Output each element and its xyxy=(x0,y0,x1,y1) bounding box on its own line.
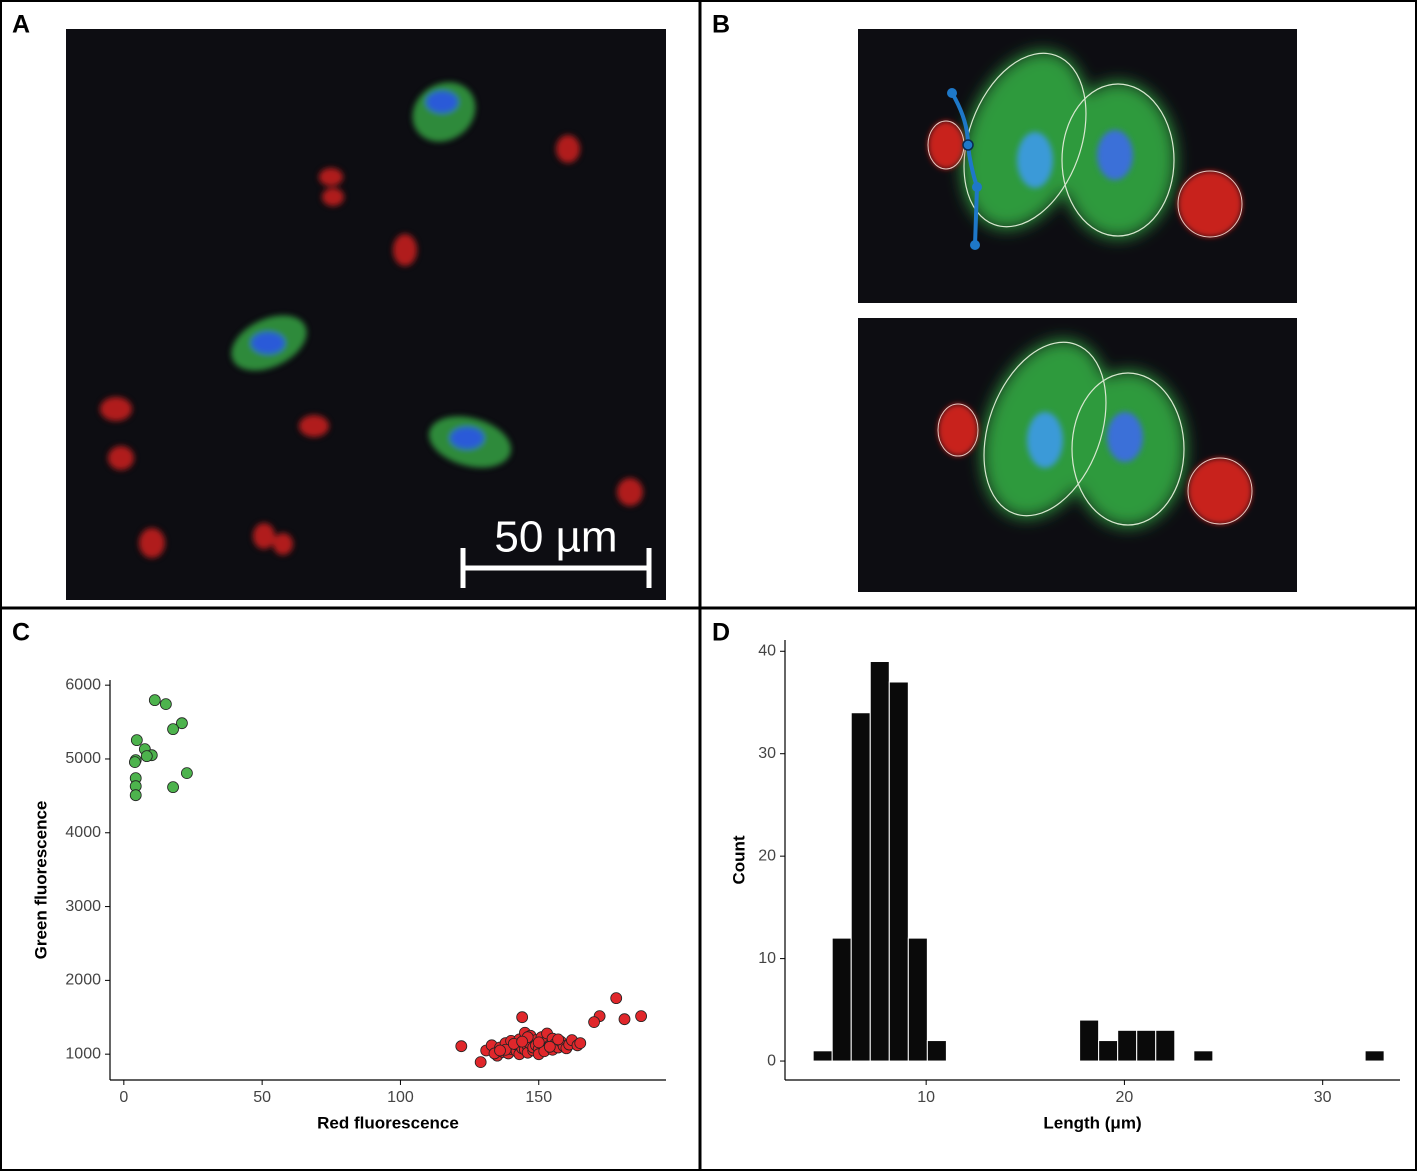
y-tick-label: 0 xyxy=(767,1052,776,1069)
panel-label: A xyxy=(12,11,30,39)
point xyxy=(494,1044,506,1057)
bar xyxy=(1193,1050,1214,1062)
point xyxy=(516,1011,529,1024)
point xyxy=(148,694,161,707)
y-tick-label: 20 xyxy=(758,847,776,864)
point xyxy=(140,750,153,763)
scale-bar-label: 50 µm xyxy=(494,513,617,562)
y-tick-label: 5000 xyxy=(65,750,101,767)
bar xyxy=(926,1040,947,1062)
point xyxy=(455,1040,468,1053)
point xyxy=(128,756,141,769)
panel-label: B xyxy=(712,11,730,39)
micrograph xyxy=(858,29,1297,592)
point xyxy=(635,1010,648,1023)
bar xyxy=(812,1050,833,1062)
x-tick-label: 30 xyxy=(1314,1089,1332,1106)
x-tick-label: 150 xyxy=(525,1089,552,1106)
bar xyxy=(1136,1029,1157,1062)
point xyxy=(180,767,193,780)
point xyxy=(129,789,142,802)
bar xyxy=(1098,1040,1119,1062)
bar xyxy=(1117,1029,1138,1062)
point xyxy=(130,734,143,747)
y-tick-label: 3000 xyxy=(65,898,101,915)
point xyxy=(618,1013,631,1026)
bar xyxy=(1079,1019,1100,1062)
point xyxy=(610,992,623,1005)
bar xyxy=(831,937,852,1062)
point xyxy=(167,781,179,794)
bar xyxy=(850,712,871,1062)
bar xyxy=(1155,1029,1176,1062)
x-tick-label: 100 xyxy=(387,1089,414,1106)
point xyxy=(474,1056,487,1069)
point xyxy=(176,717,188,730)
y-tick-label: 40 xyxy=(758,642,776,659)
point xyxy=(543,1040,556,1053)
x-axis-title: Red fluorescence xyxy=(317,1113,459,1132)
x-axis-title: Length (μm) xyxy=(1043,1113,1141,1132)
bar xyxy=(869,661,890,1062)
y-axis-title: Green fluorescence xyxy=(31,801,50,960)
y-tick-label: 10 xyxy=(758,950,776,967)
point xyxy=(588,1016,600,1029)
bar xyxy=(888,681,909,1062)
panel-label: C xyxy=(12,619,30,647)
y-tick-label: 6000 xyxy=(65,676,101,693)
y-tick-label: 1000 xyxy=(65,1045,101,1062)
micrograph: 50 µm xyxy=(66,29,666,600)
point xyxy=(552,1033,565,1046)
y-tick-label: 30 xyxy=(758,745,776,762)
x-tick-label: 20 xyxy=(1116,1089,1134,1106)
x-tick-label: 50 xyxy=(253,1089,271,1106)
point xyxy=(167,723,179,736)
point xyxy=(516,1035,529,1048)
y-tick-label: 4000 xyxy=(65,824,101,841)
point xyxy=(574,1037,587,1049)
bar xyxy=(907,937,928,1062)
x-tick-label: 10 xyxy=(917,1089,935,1106)
panel-label: D xyxy=(712,619,730,647)
y-axis-title: Count xyxy=(729,835,748,884)
x-tick-label: 0 xyxy=(119,1089,128,1106)
point xyxy=(159,698,172,711)
point xyxy=(532,1036,545,1049)
y-tick-label: 2000 xyxy=(65,972,101,989)
bar xyxy=(1364,1050,1385,1062)
